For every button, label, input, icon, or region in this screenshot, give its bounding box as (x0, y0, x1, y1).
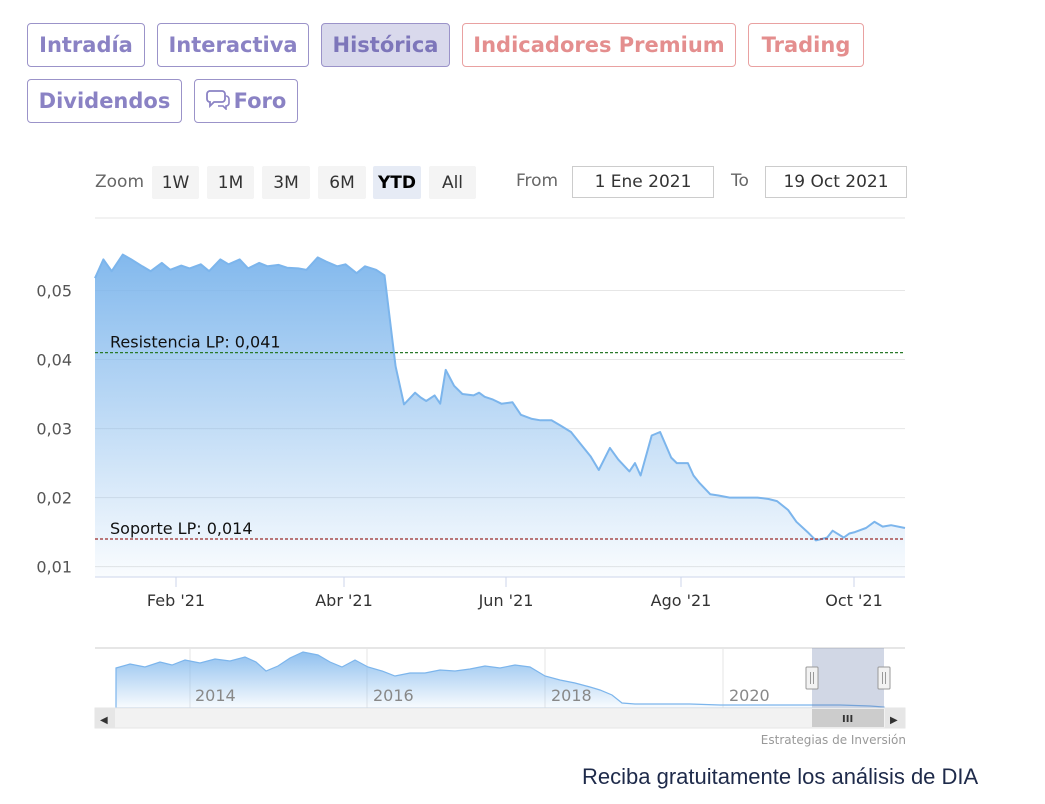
reference-line-label: Soporte LP: 0,014 (110, 519, 253, 538)
chart-credit[interactable]: Estrategias de Inversión (761, 733, 906, 747)
zoom-button-6m[interactable]: 6M (318, 166, 366, 199)
reference-line-label: Resistencia LP: 0,041 (110, 333, 281, 352)
navigator-right-handle[interactable] (877, 666, 891, 690)
tab-foro-label: Foro (233, 89, 287, 113)
scroll-right-arrow-icon[interactable]: ▶ (890, 715, 898, 726)
x-tick-label: Abr '21 (315, 591, 373, 610)
zoom-button-1m[interactable]: 1M (207, 166, 254, 199)
x-tick-label: Feb '21 (147, 591, 205, 610)
scrollbar-left-button[interactable] (95, 708, 115, 728)
tab-interactiva[interactable]: Interactiva (157, 23, 309, 67)
newsletter-cta[interactable]: Reciba gratuitamente los análisis de DIA (582, 764, 979, 789)
tab-historica-label: Histórica (332, 33, 439, 57)
tab-intradia[interactable]: Intradía (27, 23, 145, 67)
tab-trading[interactable]: Trading (748, 23, 864, 67)
x-tick-label: Oct '21 (825, 591, 883, 610)
y-tick-label: 0,02 (36, 489, 72, 508)
scrollbar-track[interactable] (94, 707, 906, 729)
tab-trading-label: Trading (761, 33, 851, 57)
navigator[interactable]: 2014 2016 2018 2020 (95, 647, 905, 709)
navigator-year-label: 2014 (195, 686, 236, 705)
zoom-button-3m[interactable]: 3M (262, 166, 310, 199)
tab-dividendos[interactable]: Dividendos (27, 79, 182, 123)
navigator-area (115, 651, 885, 709)
navigator-year-label: 2020 (729, 686, 770, 705)
series-line (94, 253, 906, 542)
series-area (95, 254, 905, 577)
speech-bubbles-icon (205, 88, 230, 115)
tab-premium-label: Indicadores Premium (473, 33, 725, 57)
to-label: To (731, 171, 749, 191)
to-date-input[interactable]: 19 Oct 2021 (765, 166, 907, 198)
y-tick-label: 0,05 (36, 281, 72, 300)
tab-intradia-label: Intradía (39, 33, 133, 57)
tab-foro[interactable]: Foro (194, 79, 298, 123)
tab-interactiva-label: Interactiva (168, 33, 298, 57)
tab-historica[interactable]: Histórica (321, 23, 450, 67)
scrollbar[interactable]: ◀ III ▶ (94, 707, 906, 729)
zoom-button-all[interactable]: All (429, 166, 476, 199)
scrollbar-right-button[interactable] (885, 708, 905, 728)
y-tick-label: 0,04 (36, 351, 72, 370)
zoom-button-ytd[interactable]: YTD (373, 166, 421, 199)
tab-indicadores-premium[interactable]: Indicadores Premium (462, 23, 736, 67)
navigator-selected-range[interactable] (812, 648, 884, 708)
scrollbar-thumb[interactable] (812, 709, 884, 727)
x-tick-label: Ago '21 (651, 591, 712, 610)
from-date-input[interactable]: 1 Ene 2021 (572, 166, 714, 198)
zoom-label: Zoom (95, 172, 145, 192)
navigator-year-label: 2016 (373, 686, 414, 705)
navigator-year-label: 2018 (551, 686, 592, 705)
zoom-button-1w[interactable]: 1W (152, 166, 199, 199)
x-tick-label: Jun '21 (478, 591, 534, 610)
from-label: From (516, 171, 559, 191)
y-tick-label: 0,01 (36, 558, 72, 577)
navigator-left-handle[interactable] (805, 666, 819, 690)
y-tick-label: 0,03 (36, 420, 72, 439)
scrollbar-thumb-grip: III (842, 714, 853, 725)
tab-dividendos-label: Dividendos (38, 89, 171, 113)
scroll-left-arrow-icon[interactable]: ◀ (100, 715, 108, 726)
